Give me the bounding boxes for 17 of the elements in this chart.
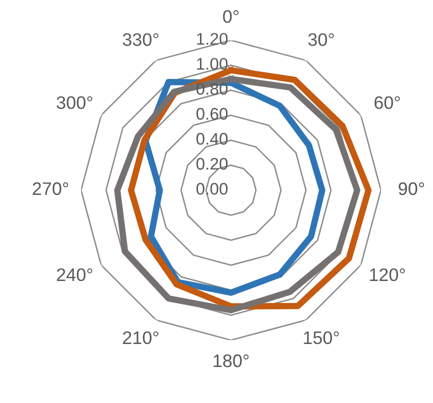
spoke-label: 270° [32,182,68,196]
spoke-label: 330° [122,33,158,46]
y-tick-label: 0.40 [196,132,228,145]
y-tick-label: 0.60 [196,108,228,120]
spoke-label: 120° [370,268,405,282]
spoke-label: 240° [56,268,92,282]
y-tick-label: 1.20 [197,32,228,45]
spoke-label: 210° [123,331,158,344]
y-tick-label: 0.20 [196,158,228,170]
y-tick-label: 1.00 [197,58,228,70]
spoke-label: 150° [304,331,339,344]
spoke-label: 0° [223,10,239,23]
spoke-label: 180° [214,354,249,368]
spoke-label: 300° [56,96,92,109]
spoke-label: 60° [374,96,400,109]
spoke-label: 30° [308,33,334,46]
spoke-label: 90° [398,182,424,196]
